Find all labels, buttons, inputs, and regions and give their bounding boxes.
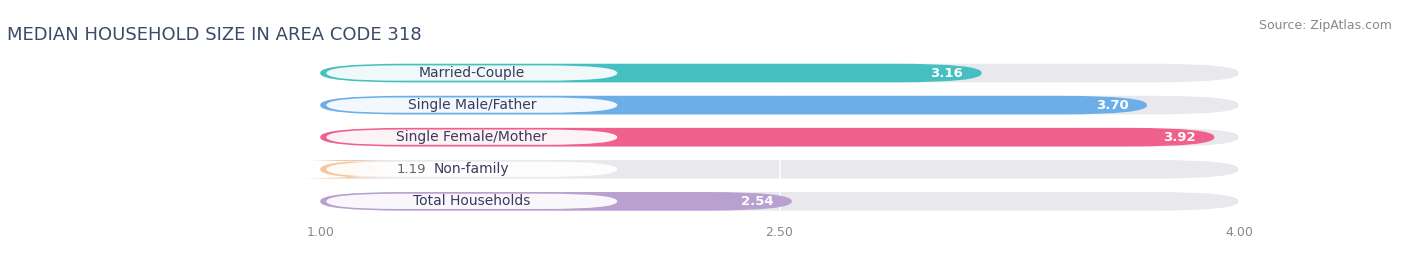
Text: MEDIAN HOUSEHOLD SIZE IN AREA CODE 318: MEDIAN HOUSEHOLD SIZE IN AREA CODE 318 [7, 26, 422, 44]
FancyBboxPatch shape [326, 162, 617, 177]
FancyBboxPatch shape [326, 194, 617, 209]
Text: 3.70: 3.70 [1095, 99, 1129, 112]
FancyBboxPatch shape [321, 96, 1147, 114]
Text: Single Male/Father: Single Male/Father [408, 98, 536, 112]
Text: Source: ZipAtlas.com: Source: ZipAtlas.com [1258, 19, 1392, 32]
FancyBboxPatch shape [326, 97, 617, 113]
Text: 3.92: 3.92 [1163, 131, 1197, 144]
FancyBboxPatch shape [326, 65, 617, 81]
FancyBboxPatch shape [321, 96, 1239, 114]
FancyBboxPatch shape [321, 160, 1239, 179]
FancyBboxPatch shape [292, 160, 406, 179]
FancyBboxPatch shape [321, 128, 1239, 147]
Text: Married-Couple: Married-Couple [419, 66, 524, 80]
FancyBboxPatch shape [326, 130, 617, 145]
Text: 2.54: 2.54 [741, 195, 773, 208]
FancyBboxPatch shape [321, 64, 1239, 82]
Text: 1.19: 1.19 [396, 163, 426, 176]
FancyBboxPatch shape [321, 192, 1239, 211]
FancyBboxPatch shape [321, 64, 981, 82]
Text: Non-family: Non-family [434, 162, 509, 176]
Text: 3.16: 3.16 [931, 66, 963, 80]
FancyBboxPatch shape [321, 192, 792, 211]
FancyBboxPatch shape [321, 128, 1215, 147]
Text: Total Households: Total Households [413, 194, 530, 208]
Text: Single Female/Mother: Single Female/Mother [396, 130, 547, 144]
